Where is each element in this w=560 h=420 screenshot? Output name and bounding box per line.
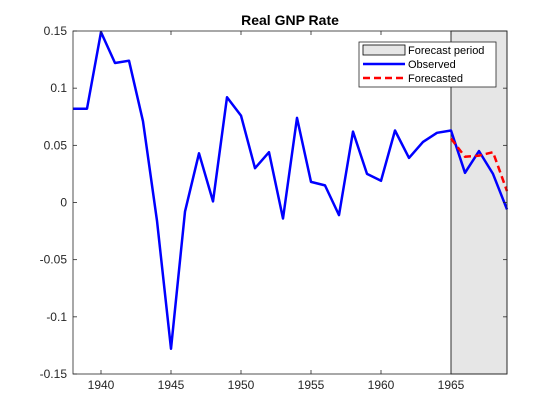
x-tick-label: 1945 xyxy=(158,378,185,392)
series-line-forecasted xyxy=(450,137,509,192)
y-tick-label: 0.15 xyxy=(44,24,68,38)
forecast-period-region xyxy=(450,30,508,375)
x-tick-label: 1960 xyxy=(368,378,395,392)
legend-label-forecasted: Forecasted xyxy=(408,73,463,85)
x-tick-label: 1940 xyxy=(88,378,115,392)
legend: Forecast period Observed Forecasted xyxy=(358,41,497,88)
series-line-observed xyxy=(73,30,509,351)
y-tick-label: 0.1 xyxy=(50,81,67,95)
x-tick-label: 1950 xyxy=(228,378,255,392)
x-tick-label: 1965 xyxy=(438,378,465,392)
plot-background xyxy=(73,31,507,374)
y-tick-label: -0.15 xyxy=(40,367,68,381)
y-tick-label: -0.05 xyxy=(40,253,68,267)
y-tick-label: -0.1 xyxy=(46,310,67,324)
legend-label-forecast-period: Forecast period xyxy=(408,45,484,57)
legend-label-observed: Observed xyxy=(408,59,456,71)
forecast-region-layer xyxy=(450,30,508,375)
x-tick-label: 1955 xyxy=(298,378,325,392)
legend-swatch-forecast-period xyxy=(362,44,406,56)
y-tick-label: 0 xyxy=(60,196,67,210)
axis-layer: 1940 1945 1950 1955 1960 1965 -0.15 -0.1 -0.05 0 0… xyxy=(40,24,507,392)
series-layer xyxy=(73,30,509,351)
y-tick-label: 0.05 xyxy=(44,138,68,152)
chart-title: Real GNP Rate xyxy=(241,12,339,28)
